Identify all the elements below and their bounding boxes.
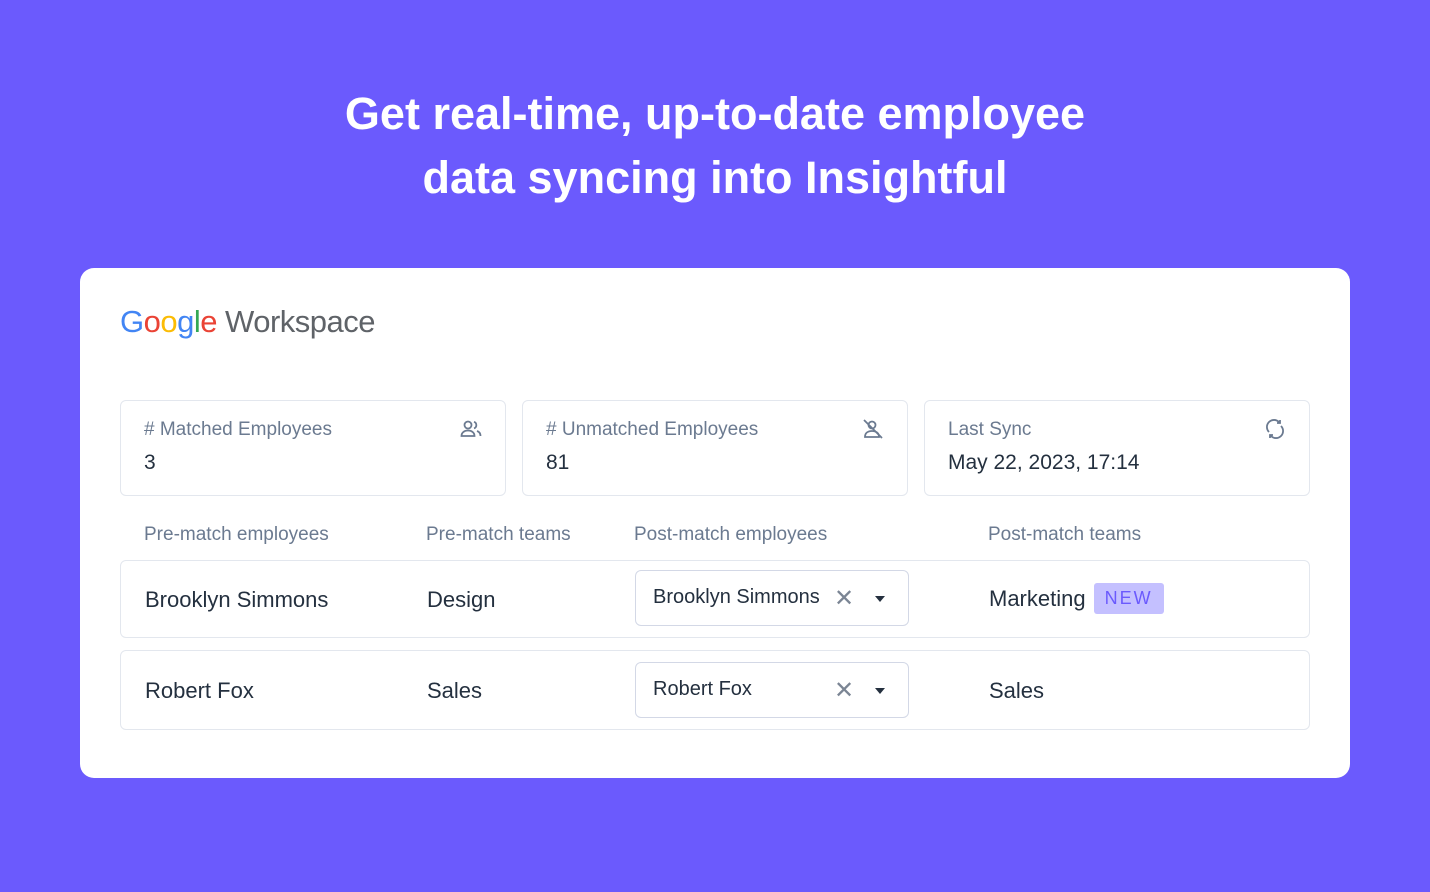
table-row: Robert Fox Sales Robert Fox ✕ Sales (120, 650, 1310, 730)
sync-card: Google Workspace # Matched Employees 3 # … (80, 268, 1350, 778)
headline-line-1: Get real-time, up-to-date employee (344, 88, 1086, 139)
post-match-team: Marketing NEW (989, 583, 1164, 614)
stat-value: 81 (546, 451, 570, 474)
user-off-icon (863, 419, 883, 439)
clear-icon[interactable]: ✕ (834, 585, 855, 612)
column-header: Post-match teams (988, 524, 1142, 545)
users-icon (460, 420, 482, 437)
pre-match-team: Design (427, 587, 496, 612)
post-match-employee-select[interactable]: Brooklyn Simmons ✕ (635, 570, 909, 626)
unmatched-employees-card: # Unmatched Employees 81 (522, 400, 908, 496)
stat-value: May 22, 2023, 17:14 (948, 451, 1140, 474)
column-header: Pre-match employees (144, 524, 329, 545)
chevron-down-icon[interactable] (875, 596, 885, 602)
google-workspace-logo: Google Workspace (120, 304, 376, 339)
column-header: Pre-match teams (426, 524, 571, 545)
last-sync-card: Last Sync May 22, 2023, 17:14 (924, 400, 1310, 496)
column-header: Post-match employees (634, 524, 828, 545)
post-match-team: Sales (989, 678, 1045, 703)
pre-match-employee: Brooklyn Simmons (145, 587, 329, 612)
headline-line-2: data syncing into Insightful (422, 152, 1008, 203)
matched-employees-card: # Matched Employees 3 (120, 400, 506, 496)
stat-label: # Unmatched Employees (546, 419, 759, 440)
chevron-down-icon[interactable] (875, 688, 885, 694)
headline: Get real-time, up-to-date employee data … (0, 82, 1430, 210)
stat-value: 3 (144, 451, 156, 474)
stat-label: Last Sync (948, 419, 1032, 440)
table-row: Brooklyn Simmons Design Brooklyn Simmons… (120, 560, 1310, 638)
pre-match-team: Sales (427, 678, 483, 703)
post-match-employee-select[interactable]: Robert Fox ✕ (635, 662, 909, 718)
stat-label: # Matched Employees (144, 419, 332, 440)
selected-value: Robert Fox (653, 678, 752, 700)
clear-icon[interactable]: ✕ (834, 677, 855, 704)
sync-icon[interactable] (1263, 417, 1287, 441)
pre-match-employee: Robert Fox (145, 678, 254, 703)
selected-value: Brooklyn Simmons (653, 586, 820, 608)
new-badge: NEW (1093, 583, 1164, 614)
